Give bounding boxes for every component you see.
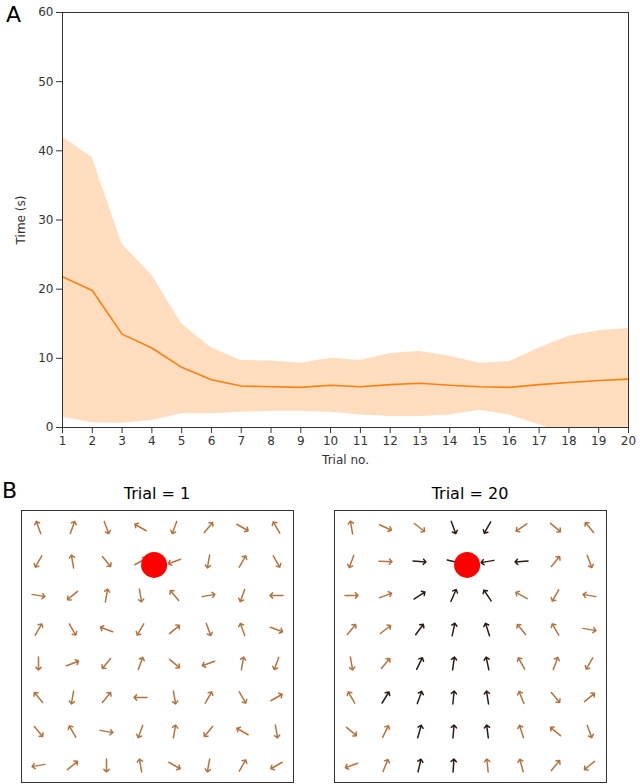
svg-text:18: 18 <box>561 434 576 448</box>
svg-text:10: 10 <box>323 434 338 448</box>
svg-text:3: 3 <box>118 434 126 448</box>
svg-text:14: 14 <box>442 434 457 448</box>
html-text:Trial = 1: Trial = 1 <box>123 484 191 503</box>
svg-text:1: 1 <box>59 434 67 448</box>
svg-text:11: 11 <box>353 434 368 448</box>
svg-text:5: 5 <box>178 434 186 448</box>
html-text:Trial = 20: Trial = 20 <box>431 484 509 503</box>
svg-text:50: 50 <box>38 75 53 89</box>
svg-text:9: 9 <box>297 434 305 448</box>
svg-text:Time (s): Time (s) <box>14 196 28 246</box>
svg-text:15: 15 <box>472 434 487 448</box>
svg-text:0: 0 <box>46 420 54 434</box>
svg-text:20: 20 <box>621 434 636 448</box>
svg-text:20: 20 <box>38 282 53 296</box>
svg-text:13: 13 <box>412 434 427 448</box>
svg-text:4: 4 <box>148 434 156 448</box>
svg-text:6: 6 <box>208 434 216 448</box>
svg-text:60: 60 <box>38 5 53 19</box>
svg-text:Trial no.: Trial no. <box>321 453 369 467</box>
svg-text:2: 2 <box>88 434 96 448</box>
html-text:B: B <box>2 478 18 503</box>
html-text:A: A <box>6 2 22 27</box>
svg-text:40: 40 <box>38 144 53 158</box>
svg-text:10: 10 <box>38 351 53 365</box>
svg-text:8: 8 <box>267 434 275 448</box>
svg-text:16: 16 <box>502 434 517 448</box>
svg-text:7: 7 <box>237 434 245 448</box>
svg-text:19: 19 <box>591 434 606 448</box>
svg-text:17: 17 <box>531 434 546 448</box>
svg-text:12: 12 <box>383 434 398 448</box>
svg-text:30: 30 <box>38 213 53 227</box>
